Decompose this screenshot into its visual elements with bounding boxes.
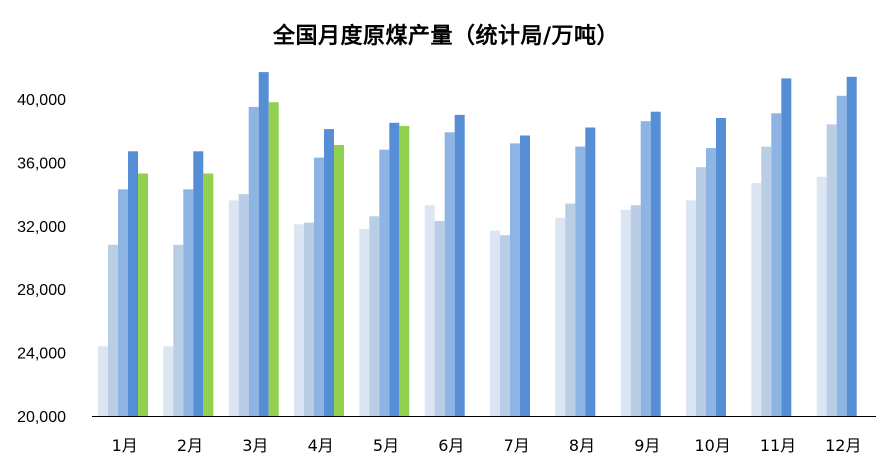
y-tick-label: 32,000 <box>17 219 66 236</box>
bar-series2-6月 <box>434 221 445 416</box>
bar-series1-1月 <box>98 346 108 416</box>
bar-series5-4月 <box>334 145 344 416</box>
bar-series4-3月 <box>258 72 269 416</box>
bar-series4-11月 <box>781 78 792 417</box>
bar-series3-12月 <box>836 95 847 417</box>
x-category-label: 5月 <box>373 436 399 455</box>
x-category-label: 6月 <box>438 436 464 455</box>
x-category-label: 7月 <box>504 436 530 455</box>
bar-series4-10月 <box>716 118 726 416</box>
bar-series1-7月 <box>490 230 500 416</box>
bar-series2-12月 <box>826 124 837 417</box>
bar-series2-2月 <box>173 244 184 416</box>
y-tick-label: 40,000 <box>17 92 66 109</box>
bar-series1-12月 <box>816 176 827 416</box>
x-category-label: 4月 <box>308 436 334 455</box>
bar-series3-11月 <box>771 113 782 417</box>
bar-series3-4月 <box>314 157 324 416</box>
bar-series3-10月 <box>706 148 716 416</box>
bar-series4-8月 <box>585 127 596 416</box>
bar-series1-9月 <box>620 209 631 416</box>
bar-series4-1月 <box>128 151 138 417</box>
bar-series1-6月 <box>424 205 435 416</box>
bar-series4-4月 <box>324 129 334 416</box>
x-category-label: 11月 <box>760 436 796 455</box>
bar-series5-1月 <box>138 173 148 416</box>
bar-series2-1月 <box>108 244 118 416</box>
x-category-label: 8月 <box>569 436 595 455</box>
bar-series4-9月 <box>650 111 661 416</box>
bar-series3-1月 <box>118 189 128 416</box>
bar-series2-4月 <box>304 222 314 416</box>
bar-series5-3月 <box>268 102 279 416</box>
bar-series2-9月 <box>630 205 641 416</box>
x-category-label: 2月 <box>177 436 203 455</box>
x-category-label: 12月 <box>825 436 861 455</box>
bar-series3-5月 <box>379 149 390 416</box>
bar-series3-8月 <box>575 146 586 416</box>
bar-series1-11月 <box>751 183 762 416</box>
bar-series1-4月 <box>294 224 304 416</box>
bar-series2-8月 <box>565 203 576 416</box>
bar-series5-2月 <box>203 173 214 416</box>
bar-series2-10月 <box>696 167 706 416</box>
bar-series1-3月 <box>228 200 239 416</box>
y-axis-ticks: 20,000 24,000 28,000 32,000 36,000 40,000 <box>17 92 66 426</box>
bar-series3-9月 <box>640 121 651 416</box>
bar-series1-2月 <box>163 346 174 416</box>
y-tick-label: 24,000 <box>17 346 66 363</box>
bar-series4-12月 <box>846 76 857 417</box>
bar-series4-6月 <box>454 114 465 417</box>
bar-series4-2月 <box>193 151 204 417</box>
bar-series2-5月 <box>369 216 380 416</box>
x-category-label: 3月 <box>242 436 268 455</box>
bar-series2-3月 <box>238 194 249 416</box>
bar-series3-7月 <box>510 143 520 416</box>
bar-series3-3月 <box>248 106 259 417</box>
bar-series3-2月 <box>183 189 194 416</box>
bar-series1-5月 <box>359 229 370 416</box>
bar-series5-5月 <box>399 125 410 417</box>
bar-series4-7月 <box>520 135 530 416</box>
x-axis-categories: 1月 2月 3月 4月 5月 6月 7月 8月 9月 10月 11月 12月 <box>112 436 862 455</box>
x-category-label: 10月 <box>695 436 731 455</box>
chart-title: 全国月度原煤产量（统计局/万吨） <box>272 24 620 49</box>
x-category-label: 9月 <box>634 436 660 455</box>
y-tick-label: 36,000 <box>17 155 66 172</box>
bar-series4-5月 <box>389 122 400 417</box>
bar-series1-10月 <box>686 200 696 416</box>
bars-layer <box>98 72 857 417</box>
bar-series2-11月 <box>761 146 772 416</box>
bar-series1-8月 <box>555 217 566 416</box>
bar-series2-7月 <box>500 235 510 416</box>
y-tick-label: 20,000 <box>17 409 66 426</box>
x-category-label: 1月 <box>112 436 138 455</box>
bar-series3-6月 <box>444 132 455 417</box>
y-tick-label: 28,000 <box>17 282 66 299</box>
